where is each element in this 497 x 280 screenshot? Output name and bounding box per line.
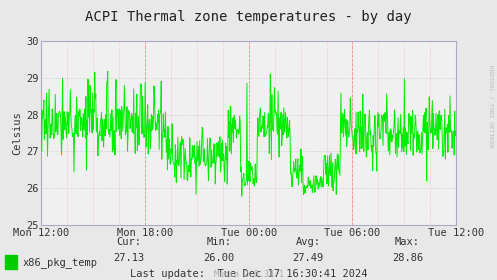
Text: ACPI Thermal zone temperatures - by day: ACPI Thermal zone temperatures - by day xyxy=(85,10,412,24)
Text: 26.00: 26.00 xyxy=(203,253,234,263)
Text: 27.49: 27.49 xyxy=(293,253,324,263)
Text: Min:: Min: xyxy=(206,237,231,247)
Text: 28.86: 28.86 xyxy=(392,253,423,263)
Text: Last update:  Tue Dec 17 16:30:41 2024: Last update: Tue Dec 17 16:30:41 2024 xyxy=(130,269,367,279)
Y-axis label: Celsius: Celsius xyxy=(12,111,22,155)
Text: Avg:: Avg: xyxy=(296,237,321,247)
Text: Max:: Max: xyxy=(395,237,420,247)
Text: Cur:: Cur: xyxy=(117,237,142,247)
Text: 27.13: 27.13 xyxy=(114,253,145,263)
Text: RRDTOOL / TOBI OETIKER: RRDTOOL / TOBI OETIKER xyxy=(488,65,493,148)
Text: Munin 2.0.33-1: Munin 2.0.33-1 xyxy=(214,270,283,279)
Text: x86_pkg_temp: x86_pkg_temp xyxy=(22,257,97,267)
